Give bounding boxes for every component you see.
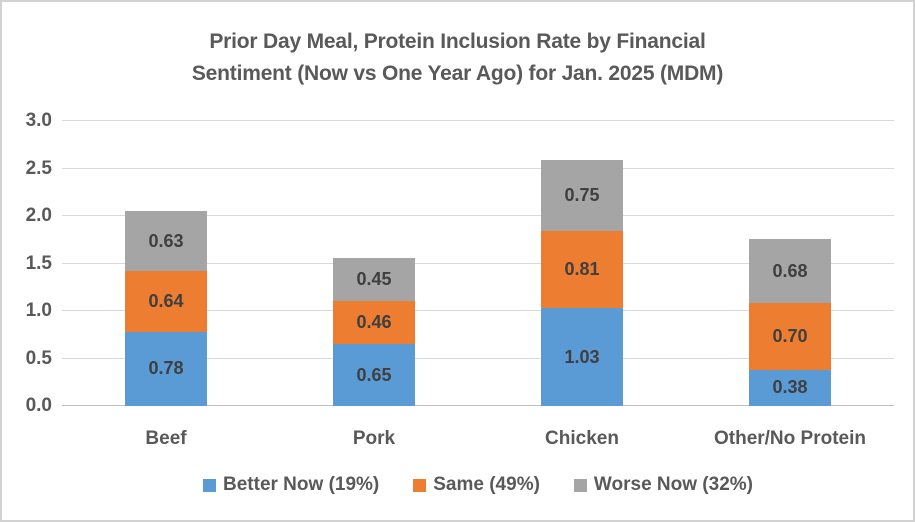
legend: Better Now (19%) Same (49%) Worse Now (32%… — [62, 472, 894, 498]
bar-value-label: 0.46 — [356, 311, 392, 332]
gridline — [62, 120, 894, 121]
bar-segment: 0.65 — [333, 344, 415, 406]
bar-segment: 0.75 — [541, 159, 623, 232]
y-axis: 0.0 0.5 1.0 1.5 2.0 2.5 3.0 — [2, 111, 52, 416]
bar-slot: 0.78 0.64 0.63 — [62, 121, 270, 406]
legend-swatch-icon — [573, 478, 587, 492]
legend-label: Worse Now (32%) — [593, 474, 753, 495]
bar-value-label: 0.64 — [148, 291, 184, 311]
chart-title-line2: Sentiment (Now vs One Year Ago) for Jan.… — [191, 62, 724, 85]
gridline — [62, 357, 894, 359]
bar-value-label: 0.45 — [356, 268, 392, 289]
bar-slot: 0.38 0.70 0.68 — [686, 121, 894, 406]
stacked-bar-other-no-protein: 0.38 0.70 0.68 — [749, 238, 831, 406]
stacked-bar-chicken: 1.03 0.81 0.75 — [541, 159, 623, 406]
legend-item: Same (49%) — [413, 472, 540, 498]
bar-segment: 1.03 — [541, 308, 623, 406]
legend-label: Better Now (19%) — [223, 474, 380, 495]
legend-swatch-icon — [413, 478, 427, 492]
stacked-bar-pork: 0.65 0.46 0.45 — [333, 257, 415, 406]
x-axis-line — [62, 405, 894, 406]
bar-value-label: 0.78 — [148, 358, 184, 379]
bar-value-label: 0.63 — [148, 230, 184, 251]
bar-value-label: 0.81 — [564, 259, 600, 280]
category-label: Pork — [352, 428, 396, 449]
x-axis-category-labels: Beef Pork Chicken Other/No Protein — [62, 423, 894, 455]
y-tick-label: 3.0 — [25, 110, 52, 131]
bar-segment: 0.81 — [541, 231, 623, 309]
y-tick-label: 0.5 — [25, 347, 52, 369]
category-label: Other/No Protein — [713, 428, 866, 449]
chart-title-line1: Prior Day Meal, Protein Inclusion Rate b… — [209, 30, 706, 53]
plot-area: 0.78 0.64 0.63 0.65 0.46 0.45 1.03 0.81 0.75 0.38… — [62, 120, 894, 406]
bar-value-label: 0.65 — [356, 364, 392, 385]
bar-value-label: 0.75 — [564, 185, 600, 206]
gridline — [62, 215, 894, 216]
y-tick-label: 2.0 — [25, 205, 52, 226]
bar-segment: 0.70 — [749, 303, 831, 370]
bar-segment: 0.68 — [749, 238, 831, 304]
bar-segment: 0.64 — [125, 271, 207, 332]
category-label: Chicken — [545, 428, 619, 449]
gridline — [62, 167, 894, 169]
legend-label: Same (49%) — [433, 474, 540, 495]
y-tick-label: 2.5 — [25, 157, 52, 179]
legend-item: Worse Now (32%) — [573, 472, 753, 498]
y-tick-label: 0.0 — [25, 395, 52, 416]
bar-segment: 0.46 — [333, 300, 415, 345]
y-tick-label: 1.5 — [25, 252, 52, 274]
bar-slot: 0.65 0.46 0.45 — [270, 121, 478, 406]
bar-value-label: 0.68 — [772, 260, 808, 281]
category-label: Beef — [145, 428, 187, 449]
gridline — [62, 310, 894, 311]
bar-slots: 0.78 0.64 0.63 0.65 0.46 0.45 1.03 0.81 0.75 0.38… — [62, 121, 894, 406]
chart-title: Prior Day Meal, Protein Inclusion Rate b… — [2, 26, 913, 90]
legend-item: Better Now (19%) — [203, 472, 379, 498]
stacked-bar-beef: 0.78 0.64 0.63 — [125, 211, 207, 406]
bar-value-label: 1.03 — [564, 346, 600, 367]
legend-swatch-icon — [203, 478, 216, 492]
bar-segment: 0.45 — [333, 257, 415, 301]
bar-value-label: 0.70 — [772, 326, 808, 347]
bar-slot: 1.03 0.81 0.75 — [478, 121, 686, 406]
y-tick-label: 1.0 — [25, 300, 52, 321]
bar-segment: 0.78 — [125, 331, 207, 406]
bar-value-label: 0.38 — [772, 377, 808, 398]
gridline — [62, 262, 894, 264]
bar-segment: 0.38 — [749, 369, 831, 406]
bar-segment: 0.63 — [125, 211, 207, 272]
